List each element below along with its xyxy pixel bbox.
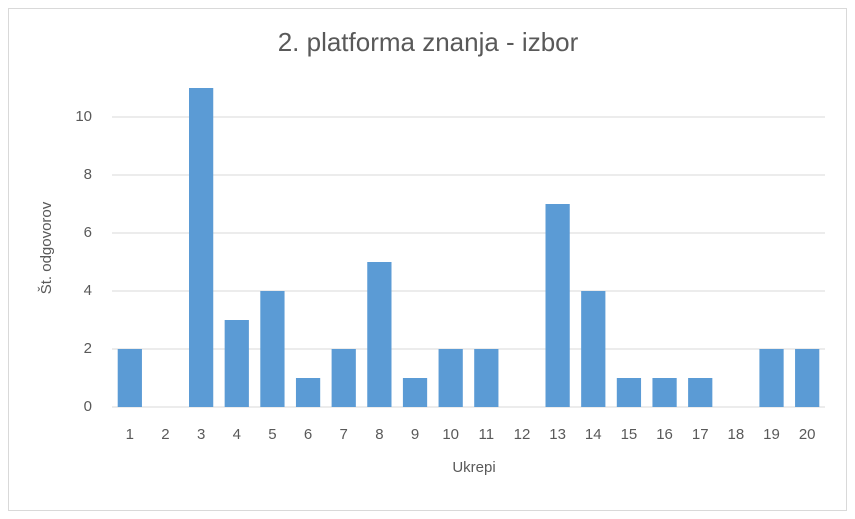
bar <box>295 378 321 407</box>
y-tick-label: 2 <box>84 340 92 357</box>
y-tick-label: 4 <box>84 282 92 299</box>
x-tick-label: 16 <box>656 426 673 443</box>
x-tick-label: 13 <box>549 426 566 443</box>
x-tick-label: 9 <box>411 426 419 443</box>
bar <box>260 291 285 407</box>
bar <box>402 378 428 407</box>
bar <box>545 204 570 407</box>
x-tick-label: 2 <box>161 426 169 443</box>
bar <box>224 320 249 407</box>
x-tick-label: 5 <box>268 426 276 443</box>
x-tick-label: 19 <box>763 426 780 443</box>
x-tick-label: 14 <box>585 426 602 443</box>
bar <box>795 349 820 407</box>
bar <box>117 349 142 407</box>
chart-title: 2. platforma znanja - izbor <box>278 27 579 57</box>
y-tick-label: 10 <box>75 108 92 125</box>
bar <box>438 349 463 407</box>
x-tick-label: 12 <box>514 426 531 443</box>
x-axis-title: Ukrepi <box>452 459 495 476</box>
bar <box>759 349 784 407</box>
x-tick-label: 8 <box>375 426 383 443</box>
x-tick-label: 18 <box>728 426 745 443</box>
bar <box>474 349 499 407</box>
bar <box>688 378 713 407</box>
x-tick-label: 7 <box>340 426 348 443</box>
y-tick-label: 8 <box>84 166 92 183</box>
y-tick-label: 0 <box>84 398 92 415</box>
x-tick-label: 11 <box>479 426 495 443</box>
bar <box>581 291 606 407</box>
x-tick-label: 20 <box>799 426 816 443</box>
x-tick-label: 1 <box>126 426 134 443</box>
x-tick-label: 4 <box>233 426 241 443</box>
bar <box>189 88 214 407</box>
x-tick-label: 15 <box>621 426 638 443</box>
x-tick-label: 17 <box>692 426 709 443</box>
x-tick-label: 3 <box>197 426 205 443</box>
y-axis-title: Št. odgovorov <box>38 201 55 294</box>
bar <box>616 378 642 407</box>
chart-border <box>8 8 847 511</box>
y-tick-label: 6 <box>84 224 92 241</box>
bar <box>652 378 677 407</box>
bar <box>331 349 356 407</box>
x-tick-label: 6 <box>304 426 312 443</box>
x-tick-label: 10 <box>442 426 459 443</box>
bar <box>367 262 392 407</box>
